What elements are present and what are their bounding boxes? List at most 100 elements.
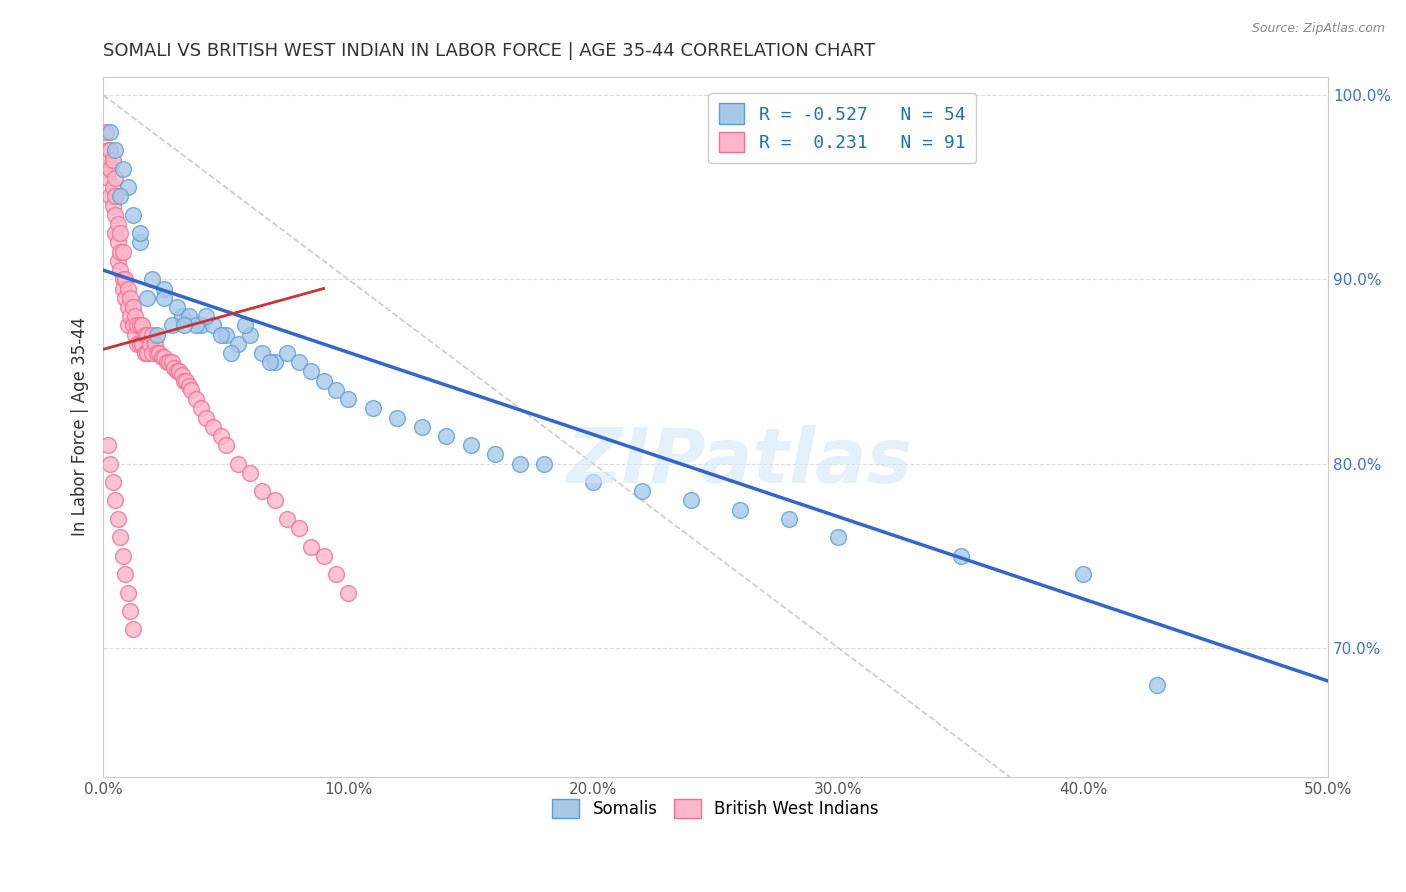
Point [110,244,132,259]
Point [141,327,163,342]
Point [252,484,274,499]
Point [460,438,482,452]
Point [276,346,298,360]
Point [263,493,285,508]
Point [143,336,166,351]
Point [134,346,156,360]
Point [128,226,150,240]
Point [110,189,132,203]
Point [120,291,142,305]
Point [827,530,849,544]
Point [117,281,139,295]
Point [209,327,232,342]
Point [94,161,117,176]
Point [120,604,142,618]
Point [141,346,163,360]
Point [233,318,256,333]
Point [778,512,800,526]
Point [104,208,127,222]
Point [299,540,322,554]
Point [434,429,457,443]
Point [141,272,163,286]
Point [148,346,170,360]
Point [202,419,225,434]
Point [263,355,285,369]
Point [239,466,262,480]
Point [101,153,124,167]
Point [312,549,335,563]
Point [110,530,132,544]
Point [170,368,193,383]
Point [127,336,149,351]
Point [214,438,236,452]
Point [153,291,176,305]
Point [104,144,127,158]
Point [177,379,200,393]
Point [186,392,208,406]
Point [111,244,134,259]
Point [153,281,176,295]
Text: SOMALI VS BRITISH WEST INDIAN IN LABOR FORCE | AGE 35-44 CORRELATION CHART: SOMALI VS BRITISH WEST INDIAN IN LABOR F… [103,42,876,60]
Point [97,153,120,167]
Point [533,457,555,471]
Point [136,327,159,342]
Point [167,364,190,378]
Point [124,309,146,323]
Point [127,318,149,333]
Point [136,346,159,360]
Point [121,318,143,333]
Point [131,318,153,333]
Point [150,350,173,364]
Point [214,327,236,342]
Point [681,493,703,508]
Point [100,457,122,471]
Point [337,585,360,599]
Point [94,125,117,139]
Point [170,309,193,323]
Point [104,189,127,203]
Point [117,318,139,333]
Point [195,410,218,425]
Point [180,383,202,397]
Point [97,438,120,452]
Point [728,502,751,516]
Point [111,549,134,563]
Y-axis label: In Labor Force | Age 35-44: In Labor Force | Age 35-44 [72,318,89,536]
Point [128,336,150,351]
Point [128,318,150,333]
Point [484,447,506,461]
Point [288,355,311,369]
Text: Source: ZipAtlas.com: Source: ZipAtlas.com [1251,22,1385,36]
Point [160,318,183,333]
Point [163,360,186,375]
Point [128,235,150,250]
Point [949,549,972,563]
Point [156,355,179,369]
Point [101,180,124,194]
Text: ZIPatlas: ZIPatlas [567,425,912,499]
Point [110,226,132,240]
Point [138,336,160,351]
Point [252,346,274,360]
Point [146,346,169,360]
Point [121,208,143,222]
Point [325,383,347,397]
Point [239,327,262,342]
Point [124,327,146,342]
Point [100,125,122,139]
Point [166,364,188,378]
Point [582,475,605,489]
Point [107,217,129,231]
Point [202,318,225,333]
Point [411,419,433,434]
Point [107,253,129,268]
Point [190,318,212,333]
Point [146,327,169,342]
Point [114,291,136,305]
Point [259,355,281,369]
Point [361,401,384,416]
Point [219,346,242,360]
Point [114,272,136,286]
Point [173,374,195,388]
Point [107,512,129,526]
